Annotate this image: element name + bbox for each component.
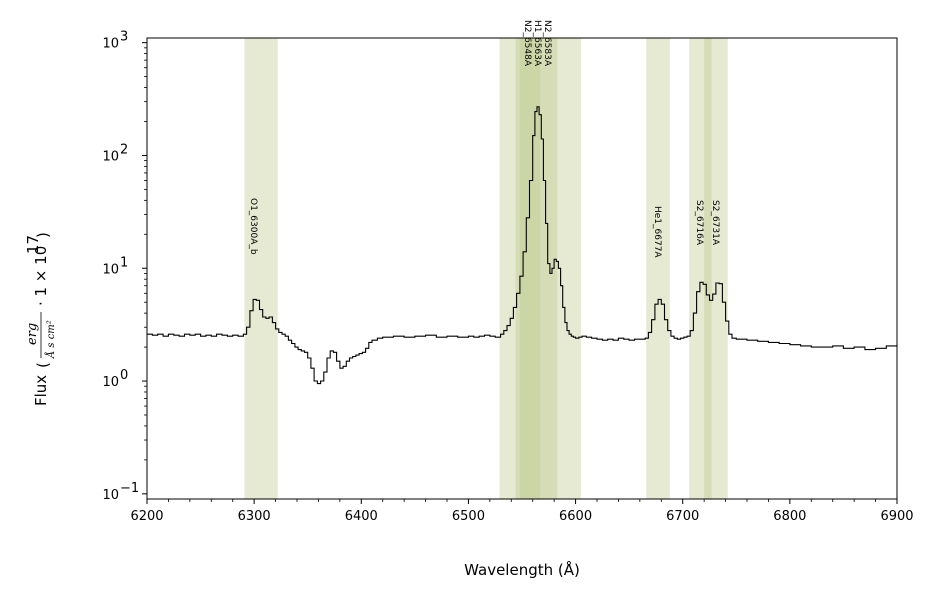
x-tick-label-7: 6900 xyxy=(880,509,913,524)
y-axis-label-unit-numerator: erg xyxy=(25,323,40,345)
y-axis-label-scale-exponent: 17 xyxy=(24,235,42,254)
x-tick-label-5: 6700 xyxy=(666,509,699,524)
x-axis-label: Wavelength (Å) xyxy=(464,560,580,579)
x-axis-ticks: 6200 6300 6400 6500 6600 6700 6800 6900 xyxy=(130,499,914,524)
emission-line-labels: O1_6300A_b N2_6548A H1_6563A N2_6583A He1_66… xyxy=(248,20,720,258)
y-tick-label-0: 10 xyxy=(102,488,119,503)
line-label-5: S2_6716A xyxy=(694,200,704,246)
x-tick-label-0: 6200 xyxy=(130,509,163,524)
line-band-4 xyxy=(646,38,670,499)
line-label-4: He1_6677A xyxy=(652,206,662,258)
line-label-1: N2_6548A xyxy=(522,20,532,67)
y-axis-label: Flux ( erg Å s cm² · 1 × 10 17 ) xyxy=(24,232,57,406)
y-tick-label-exp-2: 1 xyxy=(120,255,128,270)
x-tick-label-4: 6600 xyxy=(559,509,592,524)
line-band-5 xyxy=(689,38,712,499)
line-bands xyxy=(244,38,728,499)
line-label-6: S2_6731A xyxy=(710,200,720,246)
y-axis-label-prefix: Flux xyxy=(32,375,50,406)
y-tick-label-2: 10 xyxy=(102,262,119,277)
y-tick-label-1: 10 xyxy=(102,375,119,390)
line-band-1 xyxy=(499,38,541,499)
y-axis-label-unit-denominator: Å s cm² xyxy=(45,320,57,359)
y-axis-label-scale: · 1 × 10 xyxy=(32,246,50,306)
line-band-6 xyxy=(704,38,728,499)
line-label-3: N2_6583A xyxy=(542,20,552,67)
x-tick-label-2: 6400 xyxy=(345,509,378,524)
line-label-2: H1_6563A xyxy=(532,20,542,67)
y-tick-label-exp-4: 3 xyxy=(120,30,128,45)
spectrum-line xyxy=(147,106,898,385)
line-label-0: O1_6300A_b xyxy=(248,198,258,255)
y-tick-label-exp-3: 2 xyxy=(120,142,128,157)
x-tick-label-1: 6300 xyxy=(238,509,271,524)
y-axis-label-paren-close: ) xyxy=(34,232,52,238)
y-tick-label-3: 10 xyxy=(102,149,119,164)
y-tick-label-4: 10 xyxy=(102,37,119,52)
x-tick-label-6: 6800 xyxy=(773,509,806,524)
line-band-0 xyxy=(244,38,278,499)
y-axis-label-paren-open: ( xyxy=(34,362,52,368)
x-tick-label-3: 6500 xyxy=(452,509,485,524)
y-tick-label-exp-0: −1 xyxy=(120,481,139,496)
y-tick-label-exp-1: 0 xyxy=(120,368,128,383)
